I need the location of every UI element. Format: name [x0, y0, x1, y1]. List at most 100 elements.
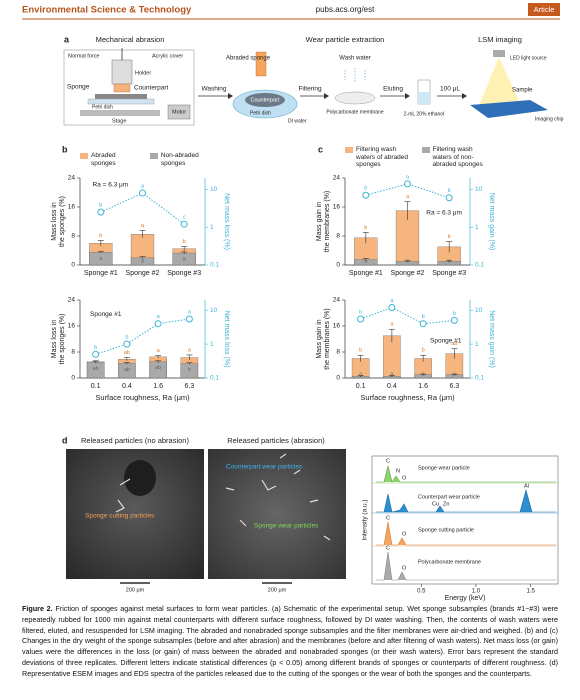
y-tick-label: 16: [68, 204, 76, 211]
label: Petri dish: [92, 104, 113, 110]
peak-label: Al: [524, 483, 529, 489]
peak-label: Zn: [443, 501, 449, 507]
y-tick-label: 8: [71, 233, 75, 240]
frame: [63, 49, 195, 126]
annotation: Ra = 6.3 μm: [93, 182, 129, 189]
x-tick-label: 1.6: [153, 383, 163, 390]
y-tick-label: 24: [333, 175, 341, 182]
x-tick-label: 1.6: [418, 383, 428, 390]
particles: [115, 453, 331, 541]
caption: Figure 2. Friction of sponges against me…: [22, 604, 558, 680]
holder: [111, 59, 133, 85]
label: Motor: [172, 109, 186, 115]
y-axis-label: Mass gain in: [316, 319, 323, 358]
peak-label: N: [396, 468, 400, 474]
net-letter: a: [390, 298, 394, 304]
label: Filtering: [298, 86, 322, 93]
y-tick-label: 8: [336, 349, 340, 356]
label: Washing: [201, 86, 226, 93]
y2-tick-label: 0.1: [210, 375, 219, 382]
net-line: [95, 318, 190, 355]
x-tick-label: Sponge #2: [391, 270, 425, 277]
arrowhead: [324, 93, 329, 99]
peak-label: C: [386, 515, 390, 521]
counterpart: [245, 93, 285, 107]
y2-tick-label: 1: [210, 224, 214, 231]
annotation: Sponge wear particles: [254, 523, 319, 530]
spectrum: [376, 521, 556, 546]
net-point: [362, 191, 370, 199]
annotation: Sponge #1: [430, 337, 462, 344]
letter: b: [448, 234, 451, 240]
x-tick-label: Sponge #1: [349, 270, 383, 277]
plot-frame: [371, 455, 559, 585]
panel-title: LSM imaging: [478, 35, 522, 44]
net-letter: b: [422, 314, 425, 320]
net-letter: a: [157, 314, 161, 320]
label: Imaging chip: [535, 116, 564, 122]
spectrum: [376, 551, 556, 581]
label: Holder: [135, 70, 151, 76]
arrowhead: [462, 93, 467, 99]
panel-label: d: [62, 435, 68, 445]
y2-axis-label: Net mass loss (%): [223, 193, 230, 250]
peak-label: Cu: [432, 501, 439, 507]
net-letter: a: [406, 174, 410, 180]
scale-label: 200 μm: [126, 587, 145, 593]
net-letter: b: [453, 311, 456, 317]
journal: Environmental Science & Technology: [22, 5, 192, 16]
legend-label: Abraded sponges: [91, 152, 116, 167]
letter: a: [453, 371, 457, 377]
x-tick-label: 1.0: [472, 589, 481, 595]
peak-label: O: [402, 531, 407, 537]
legend-item: Abraded sponges: [80, 152, 142, 167]
counterpart: [95, 94, 147, 99]
letter: a: [422, 371, 426, 377]
letter: a: [99, 256, 103, 262]
imaging-chip: [470, 100, 548, 118]
label: Normal force: [68, 53, 99, 59]
net-line: [360, 306, 455, 325]
panel-title: Mechanical abrasion: [96, 35, 165, 44]
x-axis-label: Energy (keV): [445, 595, 486, 602]
panel-a: a Mechanical abrasion Wear particle extr…: [63, 34, 564, 126]
net-point: [97, 208, 105, 216]
panel-title: Wear particle extraction: [306, 35, 385, 44]
net-point: [388, 304, 396, 312]
letter: a: [141, 258, 145, 264]
label: Sample: [512, 88, 533, 94]
y2-tick-label: 0.1: [475, 375, 484, 382]
y-axis-label: the sponges (%): [59, 314, 66, 365]
tag: Article: [534, 5, 555, 14]
y-tick-label: 16: [333, 204, 341, 211]
legend-swatch: [149, 153, 158, 159]
letter: ab: [93, 366, 99, 372]
y2-tick-label: 1: [210, 341, 214, 348]
legend-swatch: [345, 147, 353, 153]
net-letter: a: [141, 183, 145, 189]
spectrum: [376, 488, 556, 513]
letter: a: [183, 256, 187, 262]
spectrum: [376, 465, 556, 483]
legend-label: Non-abraded sponges: [160, 152, 199, 167]
x-tick-label: 1.5: [526, 589, 535, 595]
y-tick-label: 24: [333, 297, 341, 304]
abraded-sponge: [255, 51, 267, 77]
letter: ab: [155, 365, 161, 371]
x-tick-label: Sponge #3: [167, 270, 201, 277]
trace-label: Sponge wear particle: [418, 465, 470, 471]
y-tick-label: 8: [71, 349, 75, 356]
net-point: [404, 180, 411, 188]
x-tick-label: 0.5: [417, 589, 426, 595]
legend: Filtering wash waters of abraded sponges…: [345, 146, 490, 169]
y-axis-label: the membranes (%): [324, 191, 331, 252]
x-tick-label: 0.4: [387, 383, 397, 390]
label: Counterpart: [250, 97, 280, 103]
letter: b: [183, 239, 186, 245]
sem-image: [208, 449, 346, 579]
image-title: Released particles (abrasion): [227, 436, 325, 445]
x-axis-label: Surface roughness, Ra (μm): [360, 393, 455, 402]
stage: [80, 110, 160, 116]
label: DI water: [288, 118, 307, 124]
